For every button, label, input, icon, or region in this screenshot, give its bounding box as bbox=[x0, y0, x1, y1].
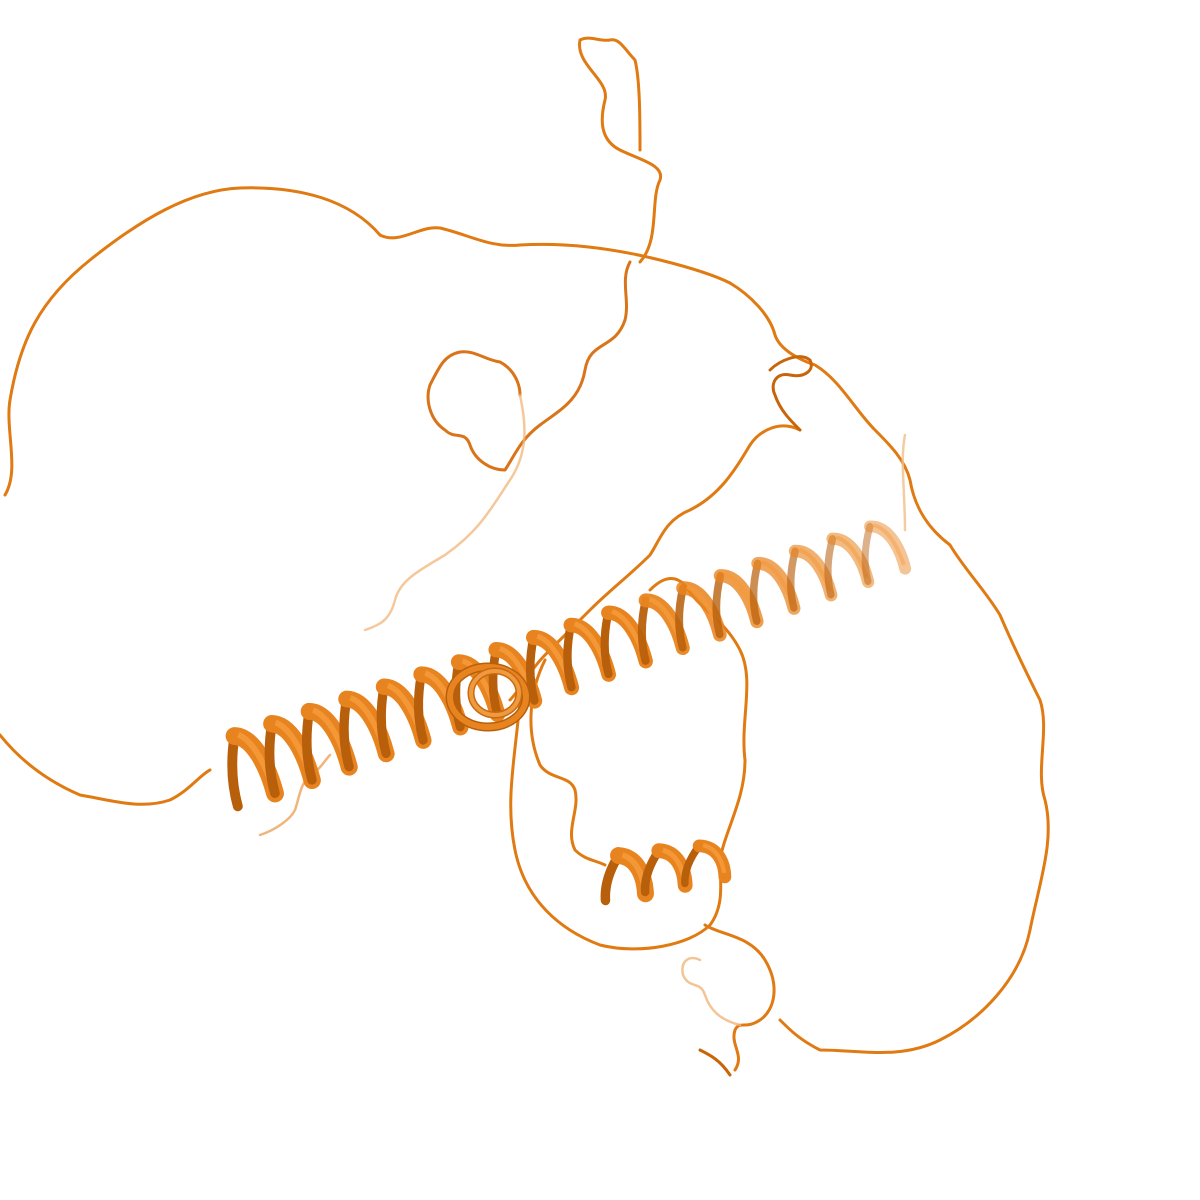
helix-turn-back bbox=[712, 571, 725, 639]
coil-right-end bbox=[901, 433, 907, 532]
coil-crossing-strand bbox=[508, 424, 802, 702]
long-helix bbox=[225, 520, 912, 812]
small-helix-lower bbox=[600, 839, 732, 906]
coil-inner-loop bbox=[426, 260, 632, 472]
coil-small-knot bbox=[768, 355, 813, 432]
helix-turn-back bbox=[488, 645, 502, 719]
coil-bottom-loop bbox=[703, 923, 776, 1072]
helix-turn-back bbox=[301, 706, 317, 785]
helix-turn-back bbox=[563, 620, 576, 692]
helix-turn-highlight bbox=[835, 535, 869, 579]
helix-turn-back bbox=[749, 559, 762, 625]
coil-helix-tail bbox=[258, 753, 332, 837]
helix-turn-back bbox=[675, 584, 687, 652]
small-helix-center bbox=[445, 662, 531, 732]
helix-turn-back bbox=[264, 718, 280, 798]
helix-turn-front bbox=[863, 520, 912, 575]
helix-turn-back bbox=[525, 633, 539, 705]
coil-lower-central-loop bbox=[529, 658, 607, 867]
helix-turn-back bbox=[824, 535, 837, 599]
helix-turn-back bbox=[227, 731, 243, 812]
helix-turn-back bbox=[413, 669, 428, 745]
helix-turn-back bbox=[861, 522, 874, 586]
coil-left-loop bbox=[3, 186, 732, 497]
helix-turn-back bbox=[637, 596, 650, 665]
helix-turn-highlight bbox=[873, 523, 906, 566]
helix-turn-back bbox=[376, 682, 391, 759]
coil-right-loop bbox=[728, 281, 1050, 1054]
helix-turn-back bbox=[339, 694, 354, 772]
coil-faded-strand bbox=[363, 393, 526, 632]
helix-turn-highlight bbox=[702, 843, 727, 874]
coil-bottom-end bbox=[698, 1048, 732, 1077]
helix-turn-back bbox=[787, 547, 799, 612]
coil-bottom-faded bbox=[681, 956, 742, 1027]
helix-turn-back bbox=[600, 608, 613, 679]
coil-top-strand bbox=[578, 36, 663, 264]
coil-lower-left-tail bbox=[0, 733, 212, 806]
